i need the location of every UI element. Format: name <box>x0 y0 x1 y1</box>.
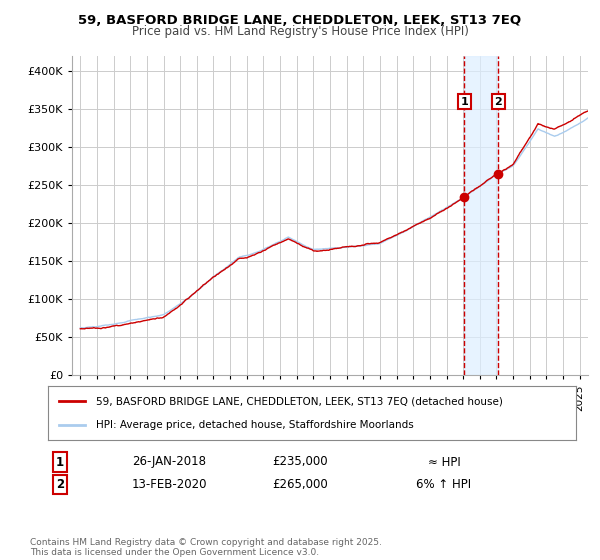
Text: Price paid vs. HM Land Registry's House Price Index (HPI): Price paid vs. HM Land Registry's House … <box>131 25 469 38</box>
Text: 6% ↑ HPI: 6% ↑ HPI <box>416 478 472 491</box>
Text: 1: 1 <box>56 455 64 469</box>
Text: 2: 2 <box>494 97 502 106</box>
Text: Contains HM Land Registry data © Crown copyright and database right 2025.
This d: Contains HM Land Registry data © Crown c… <box>30 538 382 557</box>
Text: 59, BASFORD BRIDGE LANE, CHEDDLETON, LEEK, ST13 7EQ (detached house): 59, BASFORD BRIDGE LANE, CHEDDLETON, LEE… <box>95 396 502 407</box>
Bar <box>464 56 499 375</box>
Text: 13-FEB-2020: 13-FEB-2020 <box>132 478 208 491</box>
Text: 2: 2 <box>56 478 64 491</box>
Text: 59, BASFORD BRIDGE LANE, CHEDDLETON, LEEK, ST13 7EQ: 59, BASFORD BRIDGE LANE, CHEDDLETON, LEE… <box>79 14 521 27</box>
Text: £265,000: £265,000 <box>272 478 328 491</box>
Text: 26-JAN-2018: 26-JAN-2018 <box>132 455 206 469</box>
Text: HPI: Average price, detached house, Staffordshire Moorlands: HPI: Average price, detached house, Staf… <box>95 419 413 430</box>
Text: £235,000: £235,000 <box>272 455 328 469</box>
Text: ≈ HPI: ≈ HPI <box>428 455 460 469</box>
Text: 1: 1 <box>460 97 468 106</box>
